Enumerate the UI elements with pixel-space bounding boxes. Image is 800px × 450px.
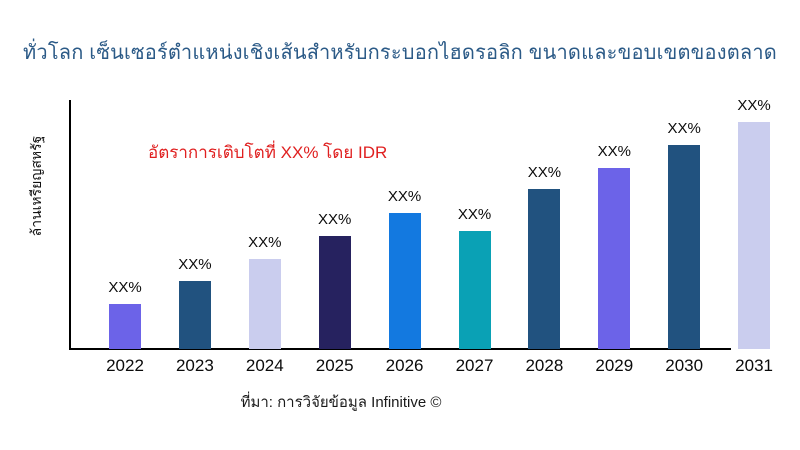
bar-value-label-2030: XX% bbox=[667, 120, 701, 137]
bar-2029 bbox=[598, 168, 631, 349]
x-tick-2030: 2030 bbox=[665, 356, 704, 375]
x-tick-2027: 2027 bbox=[455, 356, 494, 375]
x-axis-line bbox=[69, 348, 731, 350]
x-tick-2028: 2028 bbox=[525, 356, 564, 375]
bar-value-label-2029: XX% bbox=[597, 143, 631, 160]
bar-2027 bbox=[458, 231, 491, 349]
x-tick-2025: 2025 bbox=[315, 356, 354, 375]
x-tick-2022: 2022 bbox=[106, 356, 144, 375]
bar-2022 bbox=[109, 304, 141, 349]
bar-2026 bbox=[388, 213, 421, 349]
bar-2024 bbox=[248, 259, 281, 349]
y-axis-line bbox=[69, 100, 71, 349]
bar-value-label-2026: XX% bbox=[387, 188, 422, 205]
bar-value-label-2031: XX% bbox=[737, 97, 771, 114]
x-tick-2026: 2026 bbox=[385, 356, 424, 375]
bar-value-label-2022: XX% bbox=[108, 279, 142, 296]
bar-2030 bbox=[668, 145, 701, 349]
bar-value-label-2023: XX% bbox=[178, 256, 212, 273]
bar-value-label-2024: XX% bbox=[248, 234, 282, 251]
x-tick-2023: 2023 bbox=[175, 356, 214, 375]
source-caption: ที่มา: การวิจัยข้อมูล Infinitive © bbox=[240, 394, 442, 411]
bar-2028 bbox=[528, 189, 561, 349]
bar-2023 bbox=[178, 281, 211, 349]
x-tick-2031: 2031 bbox=[735, 356, 773, 375]
x-tick-2024: 2024 bbox=[245, 356, 284, 375]
bar-2025 bbox=[318, 236, 351, 349]
bar-value-label-2028: XX% bbox=[527, 164, 562, 181]
x-tick-2029: 2029 bbox=[595, 356, 634, 375]
growth-rate-annotation: อัตราการเติบโตที่ XX% โดย IDR bbox=[148, 143, 388, 162]
bar-value-label-2025: XX% bbox=[318, 211, 352, 228]
chart-title: ทั่วโลก เซ็นเซอร์ตำแหน่งเชิงเส้นสำหรับกร… bbox=[23, 42, 777, 64]
bar-2031 bbox=[738, 122, 771, 349]
bar-value-label-2027: XX% bbox=[457, 206, 492, 223]
